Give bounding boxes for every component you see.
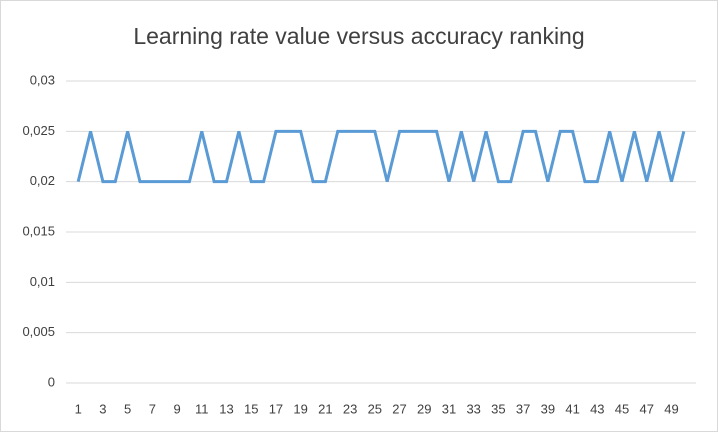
x-tick-label: 41 [565,401,579,416]
x-tick-label: 29 [417,401,431,416]
x-tick-label: 3 [99,401,106,416]
x-tick-label: 13 [219,401,233,416]
x-tick-label: 45 [615,401,629,416]
y-tick-label: 0 [48,374,55,389]
x-tick-label: 7 [149,401,156,416]
x-tick-label: 15 [244,401,258,416]
x-tick-label: 25 [368,401,382,416]
y-tick-label: 0,015 [22,223,55,238]
x-tick-label: 9 [173,401,180,416]
x-tick-label: 43 [590,401,604,416]
x-tick-label: 35 [491,401,505,416]
x-tick-label: 23 [343,401,357,416]
x-tick-label: 11 [195,401,209,416]
x-tick-label: 37 [516,401,530,416]
y-tick-label: 0,03 [30,72,55,87]
x-tick-label: 5 [124,401,131,416]
x-tick-label: 27 [392,401,406,416]
x-tick-label: 31 [442,401,456,416]
y-tick-label: 0,01 [30,274,55,289]
x-tick-label: 19 [293,401,307,416]
chart-title: Learning rate value versus accuracy rank… [133,23,584,49]
x-tick-label: 33 [466,401,480,416]
y-tick-label: 0,025 [22,123,55,138]
y-tick-label: 0,02 [30,173,55,188]
x-tick-label: 17 [269,401,283,416]
y-tick-label: 0,005 [22,324,55,339]
x-tick-label: 49 [664,401,678,416]
data-line [76,129,686,184]
x-tick-label: 39 [541,401,555,416]
x-tick-label: 21 [318,401,332,416]
x-tick-label: 47 [640,401,654,416]
x-tick-label: 1 [75,401,82,416]
